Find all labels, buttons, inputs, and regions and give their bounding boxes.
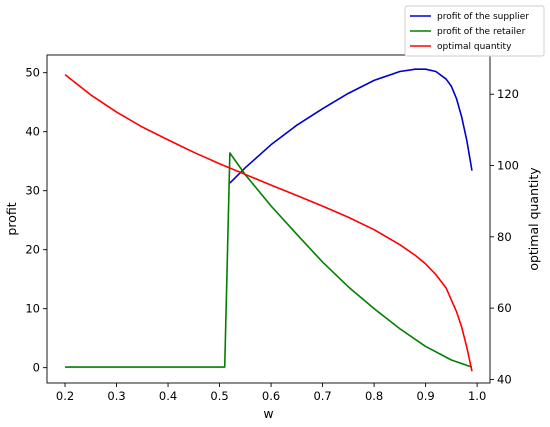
y-right-tick-label: 100 [497,159,519,173]
y-axis-right-label: optimal quantity [526,167,541,271]
y-axis-right: 40 60 80 100 120 [490,87,519,386]
x-tick-label: 0.8 [365,389,383,403]
x-tick-label: 0.6 [262,389,280,403]
y-left-tick-label: 40 [25,125,40,139]
y-right-tick-label: 80 [497,230,512,244]
legend-label-optimal-quantity: optimal quantity [437,42,512,52]
y-left-tick-label: 50 [25,66,40,80]
legend-label-profit-of-the-retailer: profit of the retailer [437,27,526,37]
x-tick-label: 0.5 [210,389,228,403]
legend-label-profit-of-the-supplier: profit of the supplier [437,12,529,22]
y-right-tick-label: 120 [497,87,519,101]
x-tick-label: 0.2 [56,389,74,403]
legend: profit of the supplier profit of the reta… [404,5,545,57]
series-line-profit-of-the-retailer [65,152,473,368]
y-left-tick-label: 30 [25,184,40,198]
series-line-profit-of-the-supplier [229,68,473,184]
x-tick-label: 0.9 [416,389,434,403]
series-line-optimal-quantity [64,73,473,372]
y-left-tick-label: 0 [33,361,40,375]
x-tick-label: 0.7 [313,389,331,403]
y-right-tick-label: 40 [497,372,512,386]
x-tick-label: 0.3 [107,389,125,403]
x-tick-label: 0.4 [159,389,177,403]
y-left-tick-label: 20 [25,243,40,257]
y-right-tick-label: 60 [497,301,512,315]
x-tick-label: 1.0 [468,389,486,403]
y-left-tick-label: 10 [25,302,40,316]
y-axis-left-label: profit [4,202,19,235]
legend-box [404,5,545,57]
plot-area-frame [46,54,491,384]
x-axis: 0.2 0.3 0.4 0.5 0.6 0.7 0.8 0.9 1.0 [56,383,486,403]
x-axis-label: w [263,406,273,421]
y-axis-left: 0 10 20 30 40 50 [25,66,47,375]
